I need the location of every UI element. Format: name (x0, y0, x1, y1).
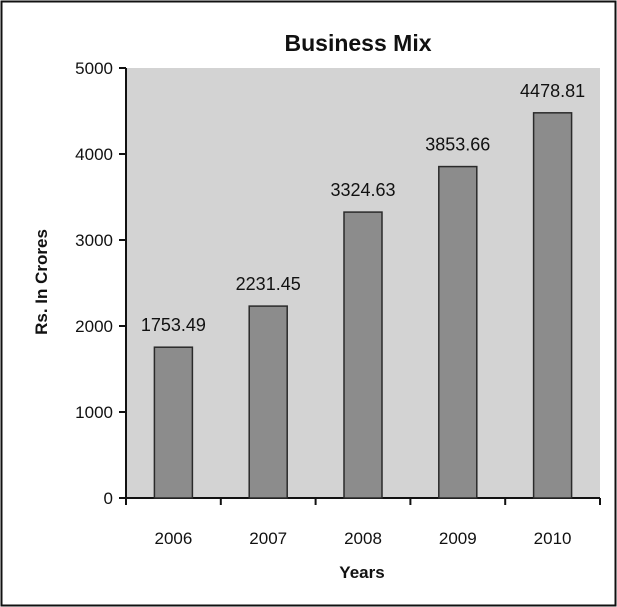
y-tick-label: 4000 (75, 145, 113, 164)
bars (153, 112, 573, 499)
x-tick-label-2007: 2007 (249, 529, 287, 548)
data-labels: 1753.49 2231.45 3324.63 3853.66 4478.81 (141, 81, 585, 335)
x-tick-labels: 2006 2007 2008 2009 2010 (154, 529, 571, 548)
y-tick-label: 0 (104, 489, 113, 508)
x-tick-label-2010: 2010 (534, 529, 572, 548)
bar-2008 (343, 211, 383, 499)
data-label-2008: 3324.63 (330, 180, 395, 200)
data-label-2009: 3853.66 (425, 135, 490, 155)
y-tick-label: 5000 (75, 59, 113, 78)
x-tick-label-2009: 2009 (439, 529, 477, 548)
bar-2009 (438, 165, 478, 499)
data-label-2006: 1753.49 (141, 315, 206, 335)
x-tick-label-2008: 2008 (344, 529, 382, 548)
bar-2006 (153, 346, 194, 499)
y-tick-label: 1000 (75, 403, 113, 422)
bar-2010 (532, 112, 573, 499)
chart-title: Business Mix (285, 30, 432, 56)
y-tick-label: 2000 (75, 317, 113, 336)
x-axis-label: Years (339, 563, 384, 582)
data-label-2010: 4478.81 (520, 81, 585, 101)
y-tick-labels: 0 1000 2000 3000 4000 5000 (75, 59, 113, 508)
data-label-2007: 2231.45 (236, 274, 301, 294)
y-tick-label: 3000 (75, 231, 113, 250)
x-tick-label-2006: 2006 (154, 529, 192, 548)
y-axis-label: Rs. In Crores (32, 229, 51, 335)
bar-2007 (248, 305, 288, 499)
